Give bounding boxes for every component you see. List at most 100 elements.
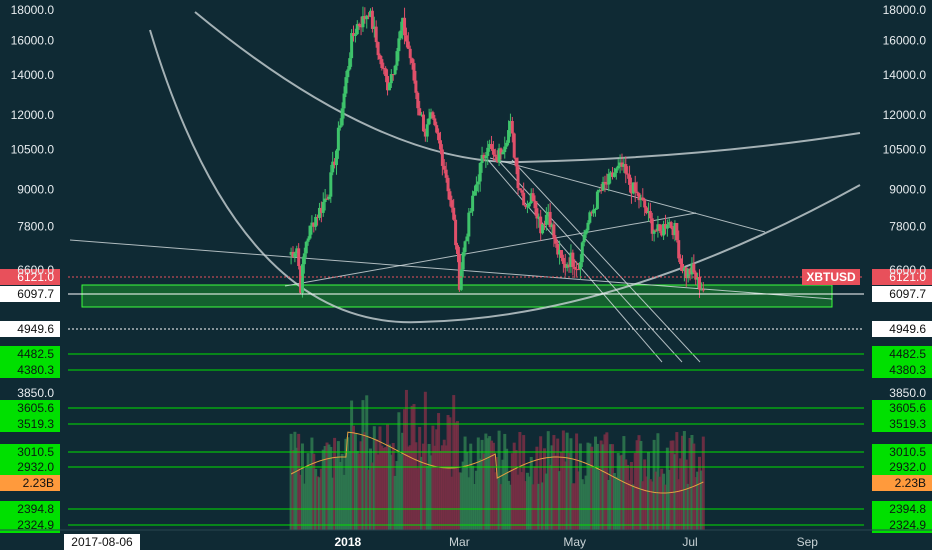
candle-body	[518, 188, 522, 191]
volume-bar	[455, 421, 459, 530]
volume-bar	[680, 435, 684, 530]
candle-body	[484, 155, 488, 159]
volume-bar	[643, 459, 647, 530]
candle-body	[686, 268, 690, 279]
volume-bar	[367, 469, 371, 530]
volume-bar	[329, 446, 333, 530]
volume-bar	[527, 476, 531, 530]
volume-bar	[425, 465, 429, 530]
volume-bar	[359, 441, 363, 530]
volume-bar	[454, 422, 458, 530]
volume-bar	[524, 481, 528, 530]
candle-body	[406, 41, 410, 49]
candle-body	[582, 234, 586, 243]
volume-bar	[561, 430, 565, 530]
volume-bar	[391, 443, 395, 530]
volume-bar	[389, 454, 393, 530]
volume-bar	[355, 450, 359, 530]
candle-body	[667, 222, 671, 225]
candle-body	[524, 205, 528, 207]
channel-line	[511, 159, 701, 363]
candle-body	[299, 266, 303, 293]
candle-body	[699, 289, 703, 291]
candle-body	[367, 15, 371, 17]
candle-body	[633, 182, 637, 192]
candle-body	[404, 35, 408, 42]
volume-bar	[588, 443, 592, 530]
volume-bar	[372, 426, 376, 530]
level-badge-right	[872, 286, 932, 302]
volume-bar	[677, 479, 681, 530]
volume-bar	[452, 395, 456, 530]
candle-body	[684, 267, 688, 279]
candle-body	[473, 191, 477, 196]
volume-bar	[473, 483, 477, 530]
level-badge-left	[0, 321, 60, 337]
candle-body	[444, 169, 448, 178]
y-tick-right: 10500.0	[883, 143, 927, 157]
volume-bar	[465, 451, 469, 530]
volume-bar	[694, 477, 698, 530]
level-badge-right	[872, 517, 932, 533]
volume-bar	[637, 435, 641, 530]
trendline	[284, 212, 697, 287]
volume-bar	[401, 432, 405, 530]
volume-bar	[442, 439, 446, 530]
candle-body	[656, 224, 660, 231]
volume-bar	[594, 436, 598, 530]
candle-body	[680, 263, 684, 272]
trendline	[69, 239, 833, 300]
volume-bar	[618, 455, 622, 530]
candle-body	[395, 51, 399, 66]
volume-bar	[297, 433, 301, 530]
volume-bar	[312, 453, 316, 530]
candle-body	[578, 262, 582, 270]
candle-body	[698, 276, 702, 290]
candle-body	[503, 146, 507, 153]
candle-body	[611, 172, 615, 177]
candle-body	[609, 172, 613, 174]
candle-body	[387, 83, 391, 91]
channel-line	[497, 159, 683, 363]
candle-body	[631, 182, 635, 194]
candle-body	[333, 161, 337, 166]
volume-bar	[639, 440, 643, 530]
volume-bar	[461, 461, 465, 530]
candle-body	[386, 76, 390, 91]
level-label-right: 2324.9	[889, 518, 926, 532]
candle-body	[508, 121, 512, 131]
volume-bar	[582, 484, 586, 530]
volume-bar	[595, 443, 599, 530]
volume-bar	[323, 446, 327, 530]
level-badge-right	[872, 459, 932, 475]
volume-bar	[352, 425, 356, 530]
volume-bar	[550, 445, 554, 530]
candle-body	[350, 33, 354, 59]
candle-body	[696, 276, 700, 280]
volume-bar	[369, 448, 373, 530]
volume-bar	[429, 455, 433, 530]
level-label-left: 2324.9	[17, 518, 54, 532]
volume-bar	[446, 415, 450, 530]
symbol-badge-bg	[802, 269, 860, 285]
level-badge-left	[0, 362, 60, 378]
candle-body	[594, 208, 598, 210]
volume-bar	[467, 477, 471, 530]
volume-bar	[584, 475, 588, 530]
candle-body	[493, 154, 497, 157]
level-badge-left	[0, 444, 60, 460]
volume-bar	[491, 442, 495, 530]
candle-body	[336, 127, 340, 151]
level-label-right: 2.23B	[895, 476, 926, 490]
candle-body	[599, 190, 603, 192]
volume-bar	[300, 443, 304, 530]
candle-body	[554, 238, 558, 244]
candle-body	[595, 191, 599, 209]
volume-bar	[382, 447, 386, 530]
y-tick-right: 6600.0	[889, 263, 926, 277]
level-label-right: 3850.0	[889, 386, 926, 400]
volume-bar	[463, 436, 467, 530]
candle-body	[291, 251, 295, 258]
volume-bar	[399, 453, 403, 530]
y-tick-right: 18000.0	[883, 3, 927, 17]
